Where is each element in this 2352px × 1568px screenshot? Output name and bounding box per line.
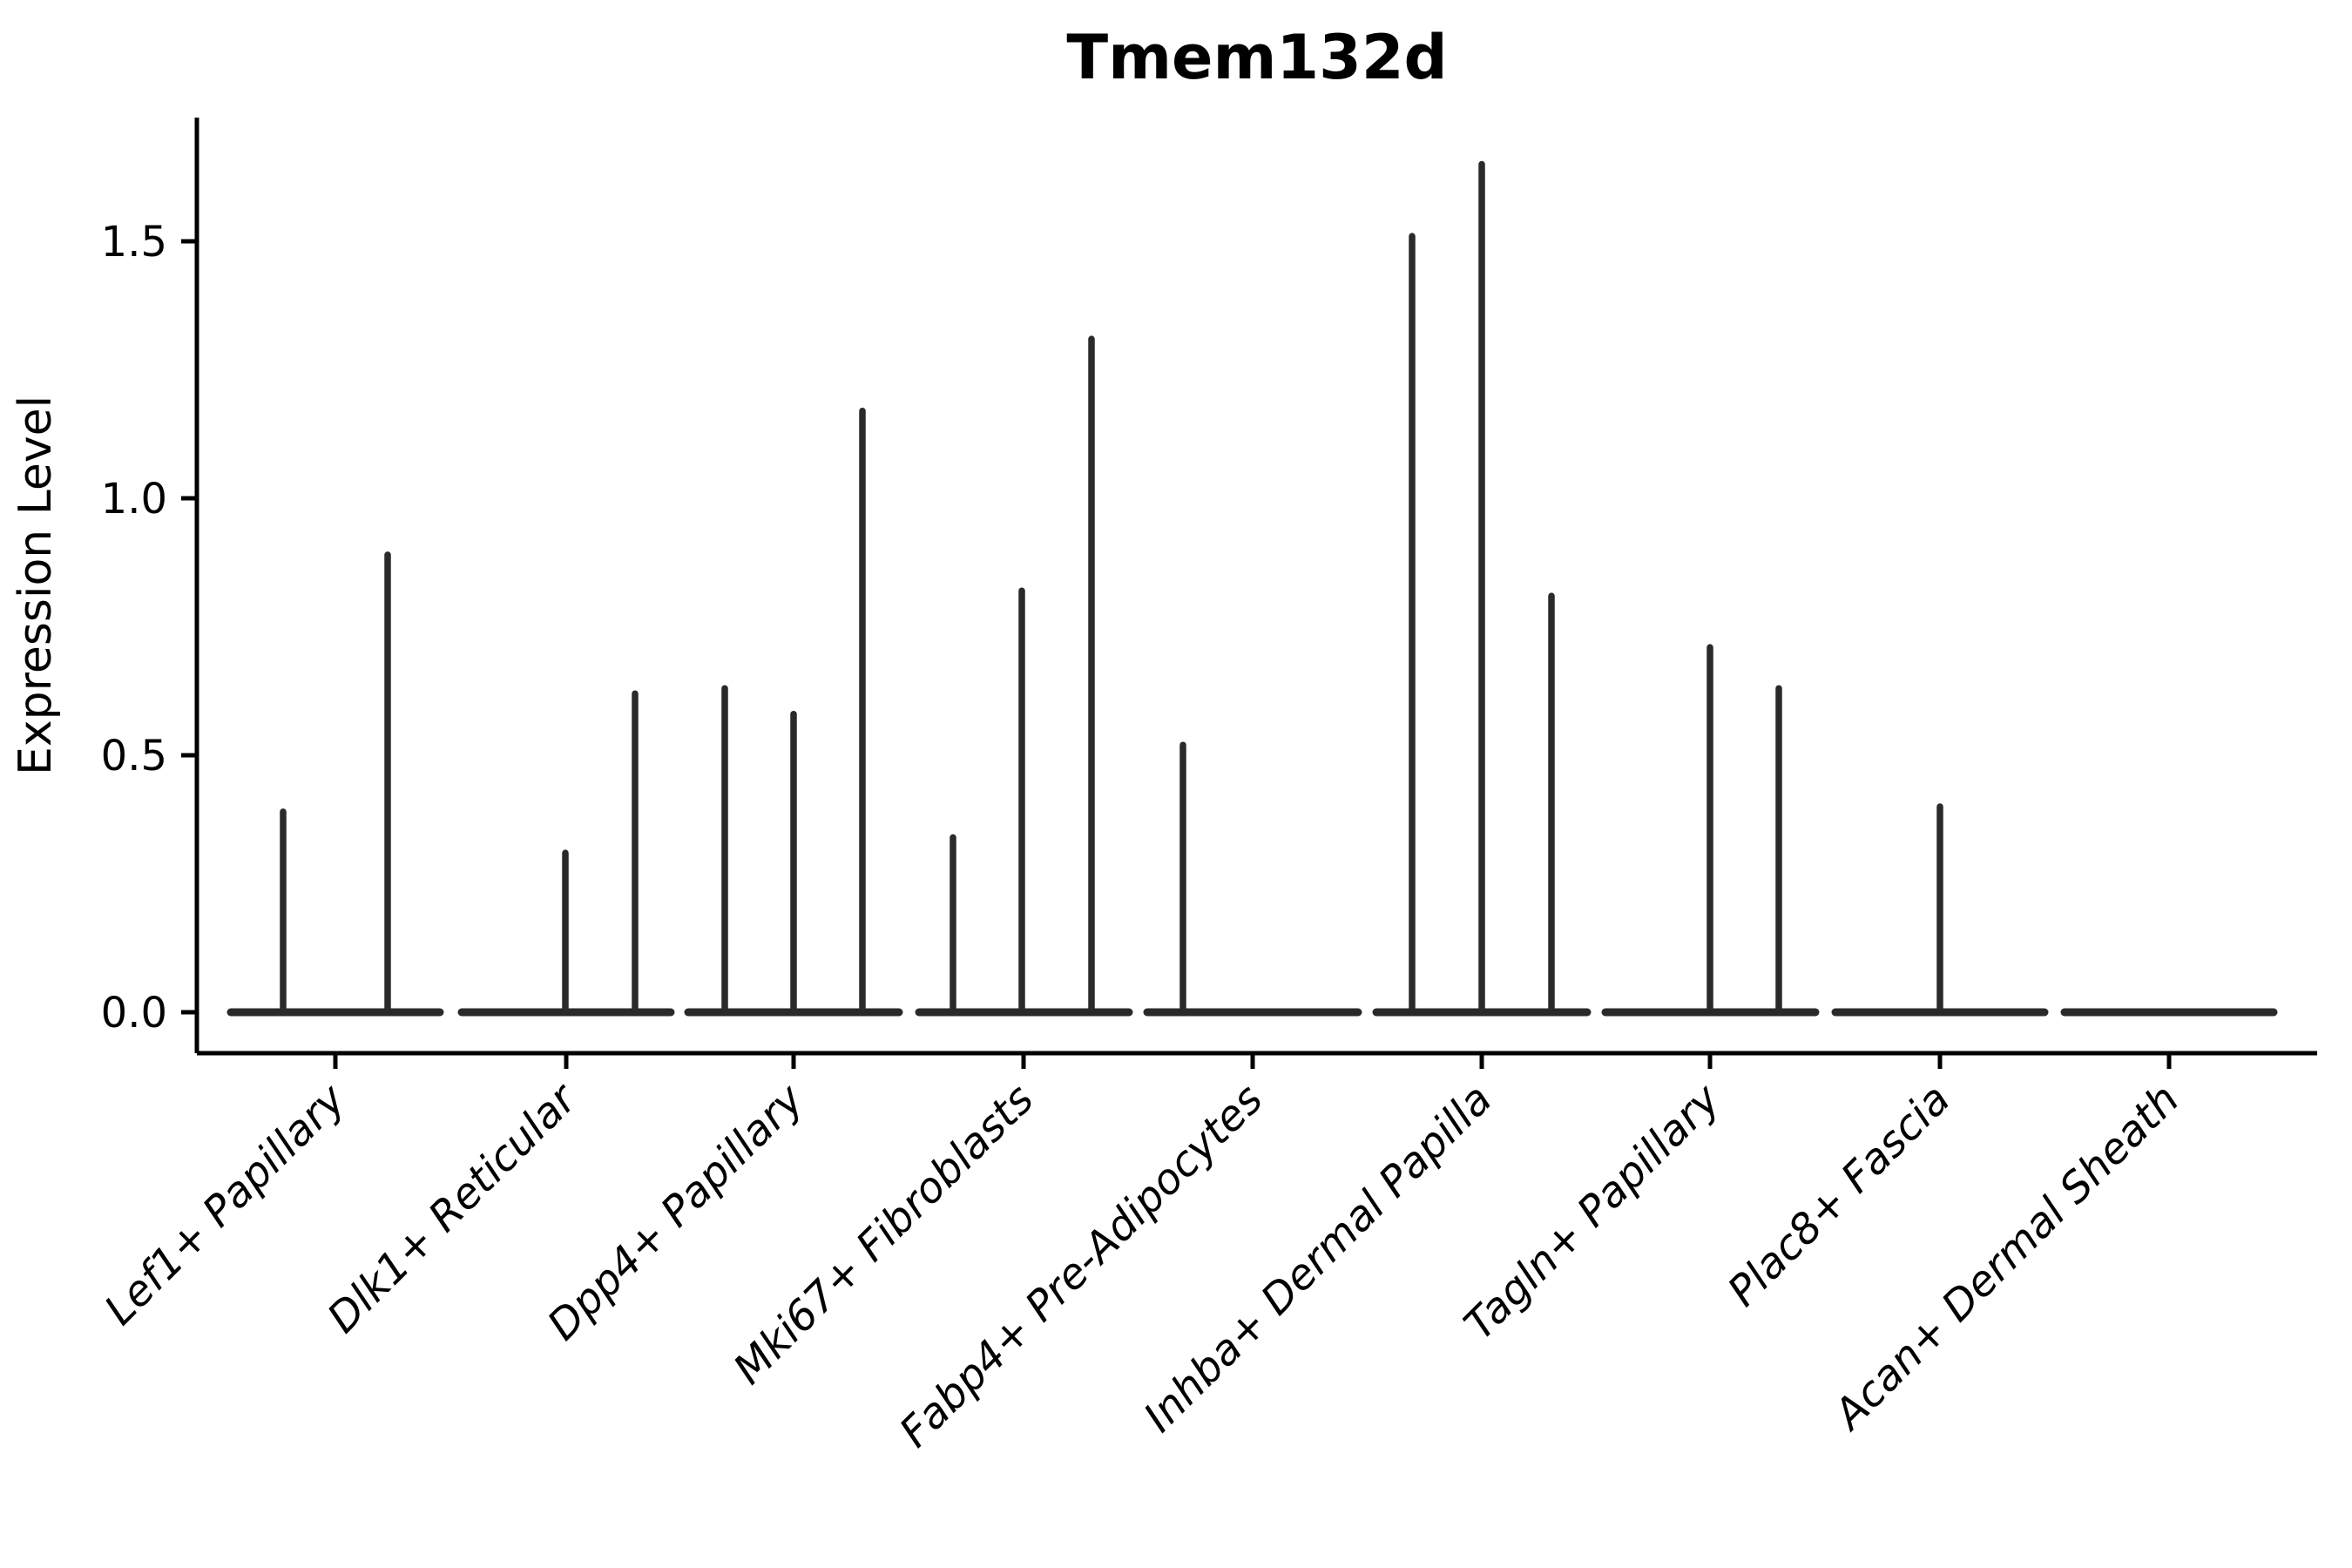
x-tick-label: Dlk1+ Reticular xyxy=(318,1073,588,1343)
x-tick-label: Plac8+ Fascia xyxy=(1719,1075,1960,1316)
x-tick-label: Lef1+ Papillary xyxy=(95,1074,355,1335)
chart-title: Tmem132d xyxy=(1066,22,1447,93)
y-tick-label: 0.5 xyxy=(101,732,167,781)
x-tick-label: Tagln+ Papillary xyxy=(1455,1074,1730,1349)
y-tick-label: 0.0 xyxy=(101,989,167,1037)
x-tick-label: Dpp4+ Papillary xyxy=(538,1074,814,1349)
y-axis-label: Expression Level xyxy=(10,395,62,775)
y-tick-label: 1.5 xyxy=(101,218,167,267)
x-tick-label: Fabp4+ Pre-Adipocytes xyxy=(890,1075,1273,1457)
violin-layer xyxy=(226,160,2278,1017)
y-tick-label: 1.0 xyxy=(101,475,167,524)
